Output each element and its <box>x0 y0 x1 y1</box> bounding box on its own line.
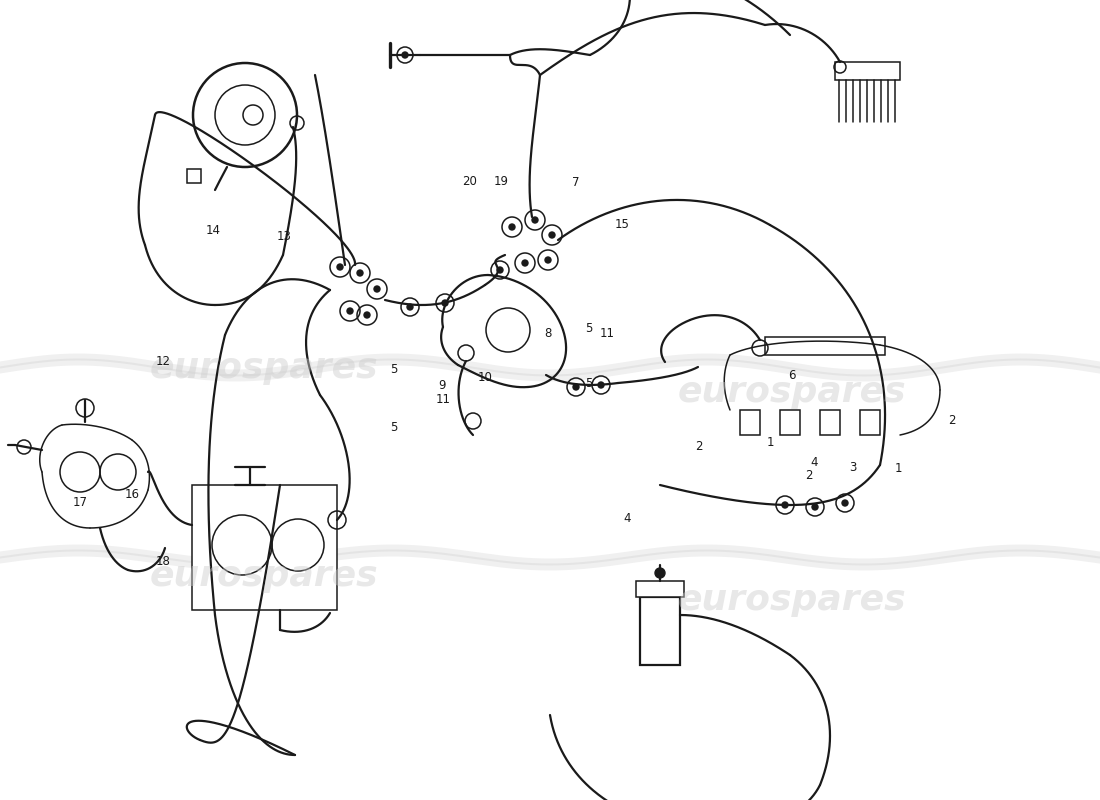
Text: 11: 11 <box>600 327 615 340</box>
Circle shape <box>402 52 408 58</box>
Text: 1: 1 <box>767 436 773 449</box>
Text: eurospares: eurospares <box>150 351 378 385</box>
Bar <box>764 337 886 355</box>
Bar <box>740 410 760 435</box>
Text: 2: 2 <box>695 440 702 453</box>
Text: 8: 8 <box>544 327 551 340</box>
Text: 1: 1 <box>895 462 902 474</box>
Bar <box>636 581 684 597</box>
Text: 12: 12 <box>155 355 170 368</box>
Text: 16: 16 <box>124 488 140 501</box>
Text: 20: 20 <box>462 175 477 188</box>
Circle shape <box>407 304 412 310</box>
Bar <box>820 410 840 435</box>
Circle shape <box>654 568 666 578</box>
Text: eurospares: eurospares <box>678 583 906 617</box>
Text: eurospares: eurospares <box>150 559 378 593</box>
Text: 4: 4 <box>624 512 630 525</box>
Text: 11: 11 <box>436 393 451 406</box>
Text: 5: 5 <box>585 322 592 334</box>
Text: 19: 19 <box>494 175 509 188</box>
Bar <box>192 485 337 610</box>
Bar <box>835 62 900 80</box>
Circle shape <box>374 286 379 292</box>
Circle shape <box>346 308 353 314</box>
Text: 4: 4 <box>811 456 817 469</box>
Circle shape <box>358 270 363 276</box>
Text: 2: 2 <box>948 414 955 426</box>
Circle shape <box>337 264 343 270</box>
Text: 6: 6 <box>789 370 795 382</box>
Circle shape <box>782 502 788 508</box>
Text: 10: 10 <box>477 371 493 384</box>
Text: 3: 3 <box>849 461 856 474</box>
Circle shape <box>812 504 818 510</box>
Text: 9: 9 <box>439 379 446 392</box>
Circle shape <box>442 300 448 306</box>
Text: 17: 17 <box>73 496 88 509</box>
Text: 5: 5 <box>585 378 592 390</box>
Text: eurospares: eurospares <box>678 375 906 409</box>
Bar <box>780 410 800 435</box>
Text: 5: 5 <box>390 363 397 376</box>
Text: 14: 14 <box>206 224 221 237</box>
Text: 18: 18 <box>155 555 170 568</box>
Circle shape <box>549 232 556 238</box>
Bar <box>640 597 680 665</box>
Circle shape <box>532 217 538 223</box>
Circle shape <box>497 267 503 273</box>
Circle shape <box>509 224 515 230</box>
Circle shape <box>364 312 370 318</box>
Text: 2: 2 <box>805 470 812 482</box>
Circle shape <box>522 260 528 266</box>
Text: 15: 15 <box>615 218 630 230</box>
Bar <box>860 410 880 435</box>
Text: 5: 5 <box>390 421 397 434</box>
Circle shape <box>598 382 604 388</box>
Circle shape <box>842 500 848 506</box>
Text: 7: 7 <box>572 176 579 189</box>
Circle shape <box>573 384 579 390</box>
Text: 13: 13 <box>276 230 292 242</box>
Circle shape <box>544 257 551 263</box>
Bar <box>187 169 201 183</box>
